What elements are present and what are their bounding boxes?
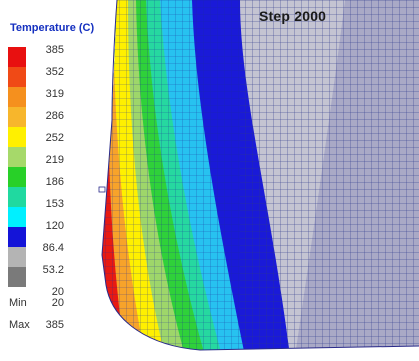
legend-tick-label: 20	[51, 286, 64, 298]
legend-tick-label: 286	[45, 110, 64, 122]
legend-tick-label: 252	[45, 132, 64, 144]
min-value: 20	[51, 297, 64, 309]
legend-tick-label: 219	[45, 154, 64, 166]
legend-swatch	[8, 167, 26, 187]
legend-tick-label: 120	[45, 220, 64, 232]
legend-swatch	[8, 267, 26, 287]
legend-swatch	[8, 207, 26, 227]
legend-swatch	[8, 47, 26, 67]
legend-tick-label: 352	[45, 66, 64, 78]
legend-title: Temperature (C)	[10, 22, 95, 34]
legend-swatch	[8, 87, 26, 107]
temperature-legend: Temperature (C) 385 352 319 286 252 219 …	[0, 0, 110, 356]
legend-swatch	[8, 127, 26, 147]
legend-swatch	[8, 227, 26, 247]
legend-tick-label: 53.2	[42, 264, 64, 276]
legend-swatch	[8, 147, 26, 167]
max-label: Max	[9, 319, 30, 331]
legend-swatch	[8, 247, 26, 267]
legend-tick-label: 186	[45, 176, 64, 188]
legend-swatch	[8, 107, 26, 127]
legend-tick-label: 86.4	[42, 242, 64, 254]
legend-tick-label: 153	[45, 198, 64, 210]
legend-tick-label: 319	[45, 88, 64, 100]
legend-swatch	[8, 187, 26, 207]
min-label: Min	[9, 297, 27, 309]
max-value: 385	[45, 319, 64, 331]
step-label: Step 2000	[259, 8, 327, 24]
legend-swatch	[8, 67, 26, 87]
legend-tick-label: 385	[45, 44, 64, 56]
